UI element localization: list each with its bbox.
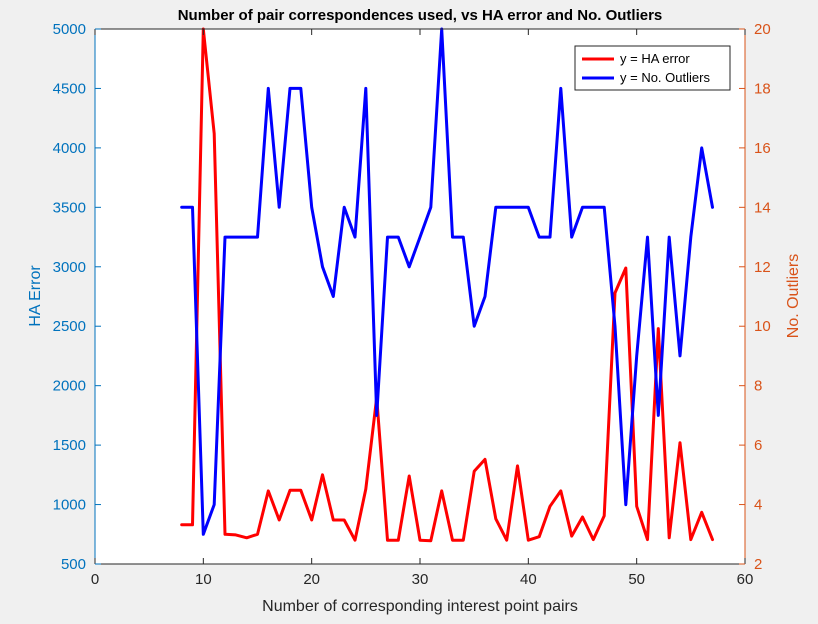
x-tick-label: 30 [412, 571, 429, 588]
right-tick-label: 20 [754, 21, 771, 38]
series-line-ha-error [180, 27, 714, 543]
right-tick-label: 18 [754, 80, 771, 97]
x-tick-label: 20 [303, 571, 320, 588]
left-tick-label: 500 [61, 556, 86, 573]
right-tick-label: 6 [754, 437, 762, 454]
left-tick-label: 2500 [53, 318, 86, 335]
right-tick-label: 12 [754, 259, 771, 276]
x-tick-label: 60 [737, 571, 754, 588]
right-tick-label: 16 [754, 140, 771, 157]
axes-layer: 0 10 20 30 40 50 60 500 1000 1500 2000 2500 3000 3500… [53, 21, 771, 588]
chart-title: Number of pair correspondences used, vs … [178, 7, 663, 24]
x-tick-label: 0 [91, 571, 99, 588]
left-tick-label: 3000 [53, 259, 86, 276]
left-tick-label: 1000 [53, 497, 86, 514]
left-tick-label: 4000 [53, 140, 86, 157]
legend-label-outliers: y = No. Outliers [620, 70, 710, 85]
left-tick-label: 2000 [53, 378, 86, 395]
left-tick-label: 1500 [53, 437, 86, 454]
left-tick-label: 5000 [53, 21, 86, 38]
x-tick-label: 10 [195, 571, 212, 588]
left-tick-label: 3500 [53, 199, 86, 216]
right-tick-label: 14 [754, 199, 771, 216]
x-tick-label: 50 [628, 571, 645, 588]
series-layer [180, 27, 714, 543]
x-tick-label: 40 [520, 571, 537, 588]
right-tick-label: 10 [754, 318, 771, 335]
series-line-outliers [180, 27, 714, 536]
legend-label-ha-error: y = HA error [620, 51, 690, 66]
left-axis-label: HA Error [27, 265, 44, 327]
left-tick-label: 4500 [53, 80, 86, 97]
right-tick-label: 2 [754, 556, 762, 573]
right-axis-label: No. Outliers [785, 254, 802, 338]
right-tick-label: 8 [754, 378, 762, 395]
x-axis-label: Number of corresponding interest point p… [262, 598, 578, 615]
legend: y = HA error y = No. Outliers [574, 45, 731, 91]
legend-box [574, 45, 731, 91]
right-tick-label: 4 [754, 497, 762, 514]
